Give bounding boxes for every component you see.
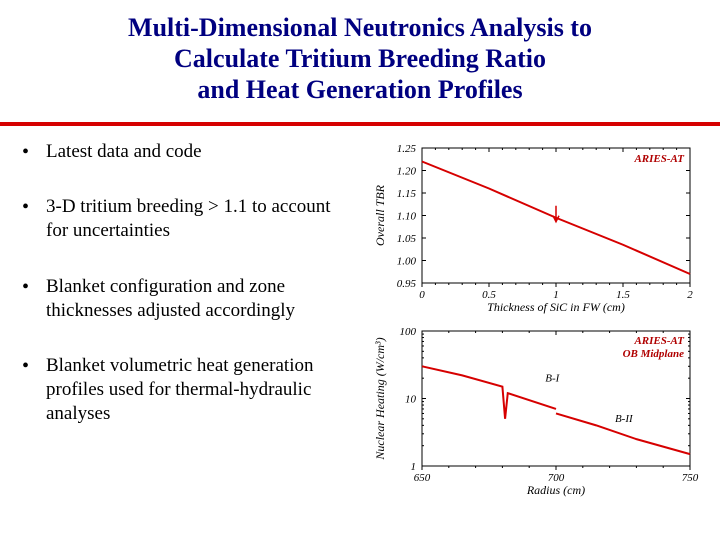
title-line-1: Multi-Dimensional Neutronics Analysis to bbox=[40, 12, 680, 43]
slide-title: Multi-Dimensional Neutronics Analysis to… bbox=[0, 0, 720, 116]
svg-text:OB Midplane: OB Midplane bbox=[623, 348, 685, 360]
svg-text:Nuclear Heating (W/cm³): Nuclear Heating (W/cm³) bbox=[373, 337, 387, 460]
bullet-column: Latest data and code 3-D tritium breedin… bbox=[22, 140, 352, 498]
svg-text:1: 1 bbox=[411, 461, 417, 473]
heating-chart: 650700750110100B-IB-IIRadius (cm)Nuclear… bbox=[370, 323, 712, 498]
svg-text:B-II: B-II bbox=[615, 412, 634, 424]
bullet-item: Blanket configuration and zone thickness… bbox=[22, 275, 352, 323]
svg-text:10: 10 bbox=[405, 393, 417, 405]
charts-column: 00.511.520.951.001.051.101.151.201.25Thi… bbox=[352, 140, 712, 498]
svg-text:0.95: 0.95 bbox=[397, 278, 417, 290]
content-area: Latest data and code 3-D tritium breedin… bbox=[0, 140, 720, 498]
svg-text:1.00: 1.00 bbox=[397, 255, 417, 267]
svg-text:ARIES-AT: ARIES-AT bbox=[633, 153, 685, 165]
bullet-item: Latest data and code bbox=[22, 140, 352, 164]
svg-text:Thickness of SiC in FW (cm): Thickness of SiC in FW (cm) bbox=[487, 300, 625, 314]
svg-text:0: 0 bbox=[419, 289, 425, 301]
svg-text:1.15: 1.15 bbox=[397, 188, 417, 200]
bullet-item: 3-D tritium breeding > 1.1 to account fo… bbox=[22, 195, 352, 243]
svg-text:B-I: B-I bbox=[545, 372, 560, 384]
svg-text:1.20: 1.20 bbox=[397, 165, 417, 177]
svg-text:ARIES-AT: ARIES-AT bbox=[633, 335, 685, 347]
svg-text:650: 650 bbox=[414, 472, 431, 484]
title-line-3: and Heat Generation Profiles bbox=[40, 74, 680, 105]
svg-text:Overall TBR: Overall TBR bbox=[373, 184, 387, 246]
svg-text:Radius (cm): Radius (cm) bbox=[526, 483, 585, 497]
bullet-item: Blanket volumetric heat generation profi… bbox=[22, 354, 352, 425]
svg-text:100: 100 bbox=[400, 326, 417, 338]
tbr-chart: 00.511.520.951.001.051.101.151.201.25Thi… bbox=[370, 140, 712, 315]
svg-text:2: 2 bbox=[687, 289, 693, 301]
title-line-2: Calculate Tritium Breeding Ratio bbox=[40, 43, 680, 74]
svg-text:1.10: 1.10 bbox=[397, 210, 417, 222]
svg-text:1.25: 1.25 bbox=[397, 143, 417, 155]
red-divider bbox=[0, 122, 720, 126]
bullet-list: Latest data and code 3-D tritium breedin… bbox=[22, 140, 352, 426]
svg-text:1.05: 1.05 bbox=[397, 233, 417, 245]
svg-text:750: 750 bbox=[682, 472, 699, 484]
